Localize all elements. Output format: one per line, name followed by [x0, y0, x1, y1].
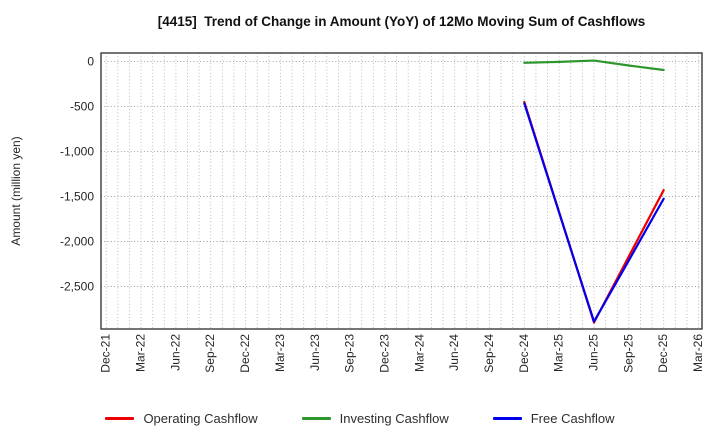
y-tick-label: -1,000	[60, 144, 94, 158]
x-tick-label: Jun-25	[586, 334, 600, 371]
legend-item-free-cashflow: Free Cashflow	[492, 411, 615, 426]
x-tick-label: Mar-26	[691, 334, 705, 372]
x-tick-label: Jun-23	[308, 334, 322, 371]
red-line-swatch-icon	[105, 417, 135, 420]
legend: Operating Cashflow Investing Cashflow Fr…	[0, 411, 720, 426]
x-tick-label: Dec-23	[377, 334, 391, 373]
x-tick-label: Dec-24	[517, 334, 531, 373]
y-tick-label: -500	[70, 99, 94, 113]
x-tick-label: Mar-24	[412, 334, 426, 372]
legend-item-operating-cashflow: Operating Cashflow	[105, 411, 258, 426]
y-tick-label: 0	[87, 54, 94, 68]
x-tick-label: Dec-22	[238, 334, 252, 373]
x-tick-label: Jun-24	[447, 334, 461, 371]
x-tick-label: Sep-23	[343, 334, 357, 373]
legend-label-free: Free Cashflow	[530, 411, 615, 426]
chart-title: [4415] Trend of Change in Amount (YoY) o…	[157, 14, 646, 29]
blue-line-swatch-icon	[492, 417, 522, 420]
plot-border	[100, 52, 703, 330]
x-tick-label: Dec-25	[656, 334, 670, 373]
series-line-investing-cashflow	[523, 59, 665, 72]
y-tick-label: -2,000	[60, 235, 94, 249]
y-tick-label: -2,500	[60, 280, 94, 294]
x-tick-label: Mar-23	[273, 334, 287, 372]
x-tick-label: Mar-22	[134, 334, 148, 372]
x-tick-label: Mar-25	[552, 334, 566, 372]
x-tick-label: Dec-21	[99, 334, 113, 373]
x-tick-label: Sep-24	[482, 334, 496, 373]
legend-item-investing-cashflow: Investing Cashflow	[301, 411, 449, 426]
y-tick-label: -1,500	[60, 189, 94, 203]
x-tick-label: Sep-22	[203, 334, 217, 373]
legend-label-investing: Investing Cashflow	[339, 411, 449, 426]
green-line-swatch-icon	[301, 417, 331, 420]
x-tick-label: Sep-25	[621, 334, 635, 373]
x-tick-label: Jun-22	[168, 334, 182, 371]
series-line-free-cashflow	[523, 102, 665, 323]
legend-label-operating: Operating Cashflow	[143, 411, 258, 426]
